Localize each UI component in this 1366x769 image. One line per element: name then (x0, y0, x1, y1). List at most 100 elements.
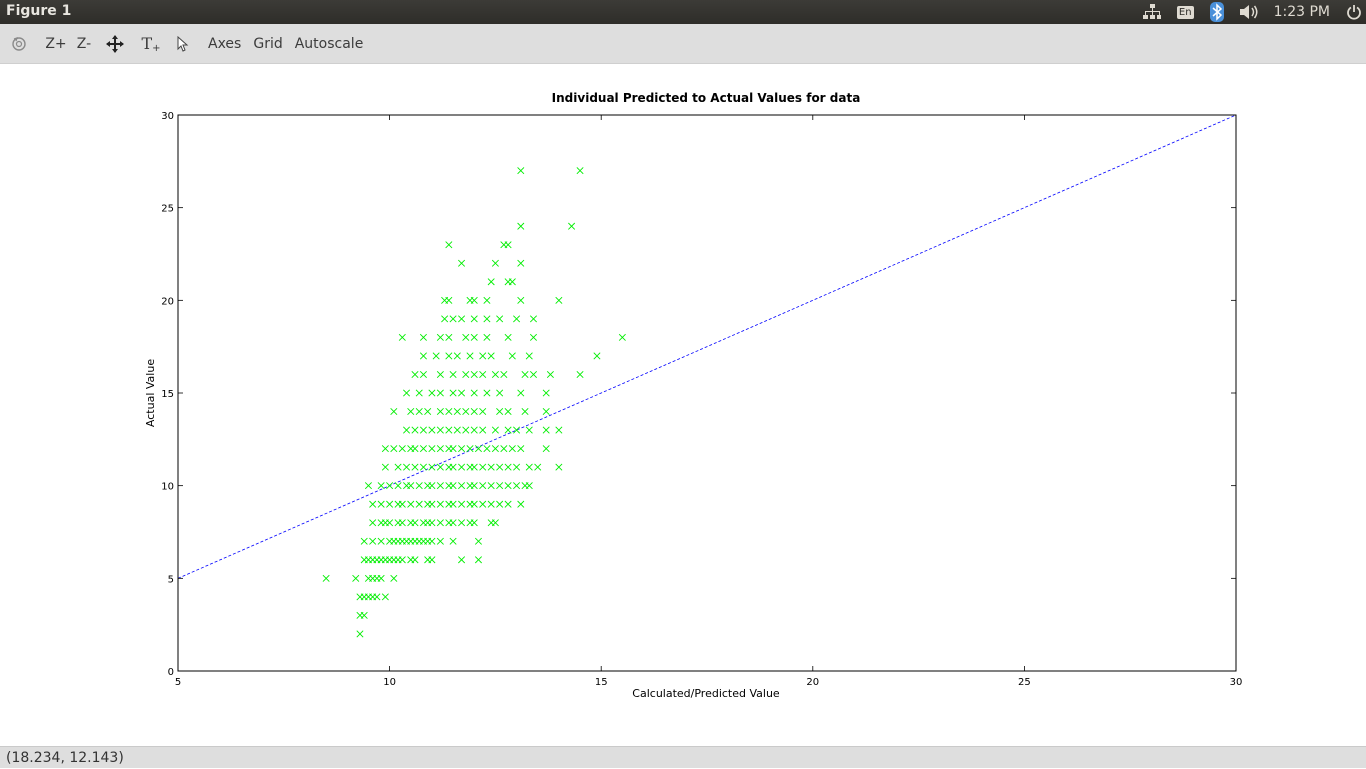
data-point (542, 426, 550, 434)
data-point (500, 445, 508, 453)
data-point (496, 408, 504, 416)
data-point (453, 426, 461, 434)
data-point (424, 408, 432, 416)
clock[interactable]: 1:23 PM (1273, 4, 1330, 20)
keyboard-layout-label: En (1176, 5, 1194, 19)
data-point (373, 593, 381, 601)
data-point (513, 426, 521, 434)
data-point (403, 426, 411, 434)
rotate-icon[interactable] (10, 29, 28, 59)
data-point (449, 482, 457, 490)
data-point (487, 482, 495, 490)
data-point (462, 333, 470, 341)
data-point (542, 445, 550, 453)
data-point (403, 389, 411, 397)
volume-icon[interactable] (1239, 0, 1260, 24)
grid-button[interactable]: Grid (253, 35, 283, 52)
data-point (479, 482, 487, 490)
data-point (470, 333, 478, 341)
keyboard-layout-indicator[interactable]: En (1176, 0, 1194, 24)
data-point (483, 315, 491, 323)
data-point (449, 370, 457, 378)
data-point (411, 556, 419, 564)
data-point (517, 500, 525, 508)
data-point (517, 167, 525, 175)
data-point (419, 370, 427, 378)
data-point (386, 482, 394, 490)
data-point (436, 408, 444, 416)
zoom-in-button[interactable]: Z+ (45, 35, 67, 52)
data-point (419, 445, 427, 453)
data-points (322, 167, 626, 638)
data-point (568, 222, 576, 230)
data-point (458, 315, 466, 323)
data-point (470, 426, 478, 434)
data-point (513, 482, 521, 490)
data-point (491, 519, 499, 527)
data-point (458, 482, 466, 490)
data-point (449, 537, 457, 545)
data-point (483, 389, 491, 397)
data-point (369, 519, 377, 527)
figure-canvas[interactable]: Individual Predicted to Actual Values fo… (0, 64, 1366, 746)
data-point (529, 370, 538, 378)
data-point (474, 537, 482, 545)
pointer-icon[interactable] (170, 29, 196, 59)
pan-icon[interactable] (98, 29, 132, 59)
data-point (360, 611, 368, 619)
x-tick-label: 10 (383, 677, 396, 688)
data-point (483, 445, 491, 453)
data-point (407, 408, 415, 416)
scatter-plot[interactable]: Individual Predicted to Actual Values fo… (0, 64, 1366, 746)
data-point (593, 352, 601, 360)
data-point (462, 370, 470, 378)
data-point (407, 500, 415, 508)
data-point (483, 333, 491, 341)
data-point (369, 500, 377, 508)
text-insert-button[interactable]: T + (141, 34, 161, 54)
data-point (419, 333, 427, 341)
data-point (453, 352, 461, 360)
data-point (529, 333, 538, 341)
reference-diagonal-line (177, 114, 1237, 579)
power-icon[interactable] (1346, 0, 1362, 24)
x-axis-ticks: 5 10 15 20 25 30 (175, 115, 1242, 688)
data-point (474, 556, 482, 564)
network-icon[interactable] (1142, 0, 1161, 24)
data-point (491, 259, 499, 267)
data-point (479, 352, 487, 360)
data-point (491, 426, 499, 434)
data-point (398, 445, 406, 453)
data-point (504, 463, 512, 471)
data-point (449, 519, 457, 527)
data-point (369, 537, 377, 545)
y-axis-ticks: 0 5 10 15 20 25 30 (161, 111, 1236, 678)
data-point (525, 352, 533, 360)
data-point (390, 408, 398, 416)
data-point (415, 389, 423, 397)
system-top-bar: Figure 1 En (0, 0, 1366, 24)
axes-button[interactable]: Axes (208, 35, 242, 52)
data-point (428, 445, 436, 453)
data-point (445, 296, 453, 304)
data-point (377, 574, 385, 582)
data-point (445, 333, 453, 341)
data-point (453, 408, 461, 416)
zoom-out-button[interactable]: Z- (76, 35, 92, 52)
bluetooth-icon[interactable] (1209, 0, 1224, 24)
data-point (411, 426, 419, 434)
data-point (470, 370, 478, 378)
y-tick-label: 0 (168, 667, 174, 678)
data-point (445, 241, 453, 249)
data-point (381, 593, 389, 601)
data-point (411, 445, 419, 453)
data-point (386, 519, 394, 527)
autoscale-button[interactable]: Autoscale (294, 35, 364, 52)
data-point (466, 352, 474, 360)
data-point (432, 352, 440, 360)
data-point (479, 408, 487, 416)
data-point (449, 463, 457, 471)
data-point (534, 463, 542, 471)
data-point (449, 389, 457, 397)
data-point (394, 463, 402, 471)
